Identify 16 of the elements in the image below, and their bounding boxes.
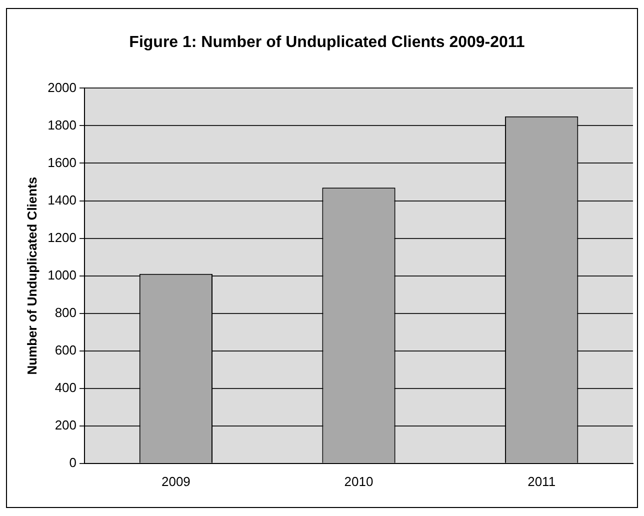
y-tick-label: 800 [54, 304, 77, 320]
y-tick-label: 600 [54, 342, 77, 358]
y-axis-title: Number of Unduplicated Clients [24, 176, 40, 375]
x-tick-label: 2011 [528, 474, 556, 489]
y-tick-label: 1800 [48, 117, 77, 132]
y-tick-label: 0 [69, 454, 77, 470]
y-tick-label: 200 [54, 417, 77, 432]
y-tick-label: 400 [54, 380, 77, 395]
y-tick-label: 1000 [48, 267, 77, 282]
chart-title: Figure 1: Number of Unduplicated Clients 2009-2011 [129, 34, 525, 52]
y-tick-label: 1400 [48, 192, 77, 208]
y-tick-label: 2000 [48, 80, 77, 95]
y-tick-label: 1600 [48, 154, 77, 170]
x-tick-label: 2009 [161, 474, 190, 489]
y-tick-label: 1200 [48, 230, 77, 245]
x-tick-label: 2010 [344, 474, 374, 489]
